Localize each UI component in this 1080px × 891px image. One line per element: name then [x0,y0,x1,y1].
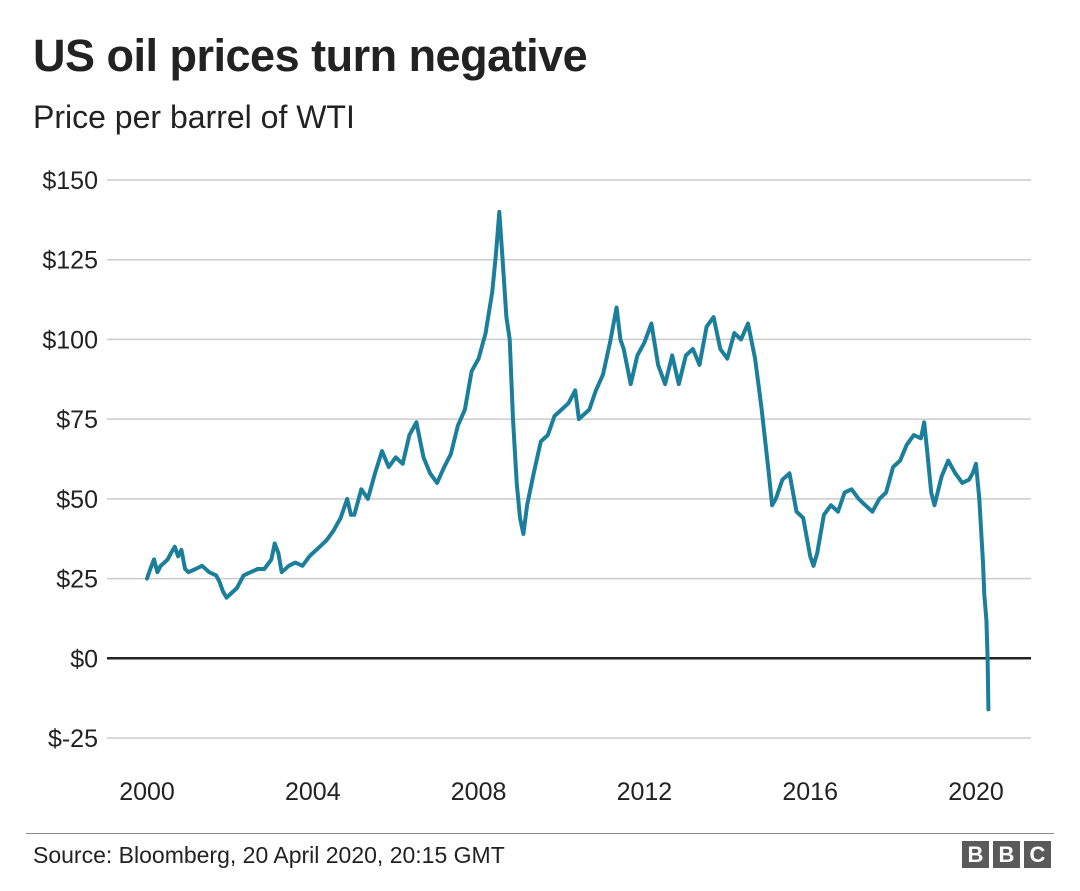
x-tick-label: 2008 [451,778,507,806]
y-tick-label: $0 [70,645,98,673]
bbc-logo-block-2: B [993,841,1020,868]
x-tick-label: 2016 [782,778,838,806]
y-tick-label: $150 [42,167,98,195]
x-tick-label: 2012 [617,778,673,806]
bbc-logo-block-3: C [1024,841,1051,868]
y-tick-label: $100 [42,326,98,354]
gridlines [107,179,1031,739]
y-tick-label: $125 [42,247,98,275]
bbc-logo: B B C [962,841,1051,868]
x-axis-ticks: 2000 2004 2008 2012 2016 2020 [119,778,1004,806]
source-note: Source: Bloomberg, 20 April 2020, 20:15 … [33,842,505,868]
y-tick-label: $75 [56,406,98,434]
y-tick-label: $25 [56,566,98,594]
bbc-logo-block-1: B [962,841,989,868]
chart-subtitle: Price per barrel of WTI [33,99,355,135]
x-tick-label: 2020 [948,778,1004,806]
y-tick-label: $50 [56,486,98,514]
y-tick-label: $-25 [48,725,98,753]
y-axis-ticks: $150 $125 $100 $75 $50 $25 $0 $-25 [42,167,98,753]
footer-divider [26,833,1054,834]
chart-title: US oil prices turn negative [33,30,588,81]
x-tick-label: 2000 [119,778,175,806]
x-tick-label: 2004 [285,778,341,806]
wti-price-line [145,209,991,712]
